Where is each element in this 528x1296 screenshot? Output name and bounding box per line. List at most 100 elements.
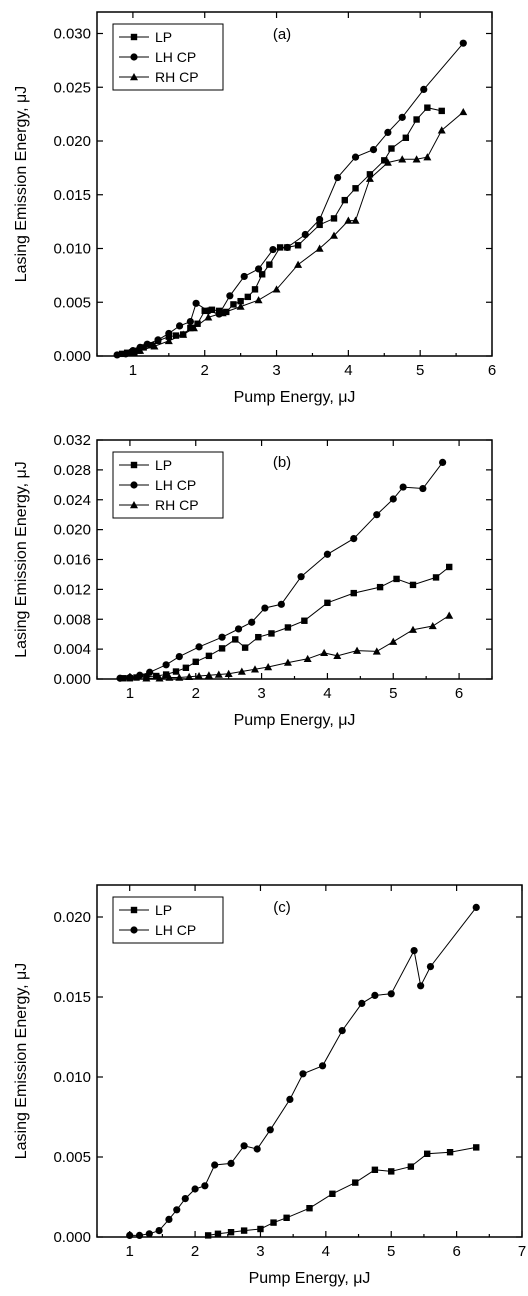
chart-panel-b: 1 2 3 4 5 6 0.000 0.004 0.008 0.012 0.016 0.020 0.02…: [13, 432, 493, 729]
legend-box: [112, 896, 224, 944]
data-point: [365, 174, 374, 182]
y-tick-label: 0.025: [53, 79, 91, 96]
y-tick-label: 0.000: [53, 671, 91, 688]
y-tick-label: 0.010: [53, 241, 91, 258]
y-axis-label: Lasing Emission Energy, μJ: [13, 461, 30, 658]
y-tick-label: 0.012: [53, 581, 91, 598]
x-tick-label: 5: [387, 1243, 395, 1260]
x-tick-label: 4: [344, 362, 352, 379]
data-point: [369, 146, 378, 154]
data-point: [388, 1168, 395, 1175]
data-point: [218, 309, 227, 317]
data-point: [172, 332, 180, 339]
data-point: [407, 1163, 415, 1170]
data-point: [389, 495, 397, 503]
data-point: [371, 1166, 379, 1173]
data-point: [185, 672, 194, 680]
data-point: [412, 155, 421, 163]
data-point: [381, 157, 388, 164]
data-point: [143, 340, 151, 348]
data-point: [204, 1232, 212, 1239]
data-point: [145, 1230, 153, 1238]
legend-label: LP: [155, 457, 172, 473]
data-point: [276, 244, 284, 251]
data-point: [214, 1230, 222, 1237]
data-point: [372, 647, 381, 655]
data-point: [248, 618, 256, 626]
legend-label: LP: [155, 902, 172, 918]
y-tick-label: 0.020: [53, 909, 91, 926]
x-axis-label: Pump Energy, μJ: [249, 1270, 371, 1287]
legend-label: LH CP: [155, 477, 196, 493]
plot-frame: [96, 11, 493, 357]
data-point: [294, 260, 303, 268]
data-point: [333, 173, 342, 182]
data-point: [236, 302, 245, 310]
data-point: [195, 672, 204, 680]
data-point: [387, 990, 395, 998]
data-point: [277, 600, 285, 608]
data-point: [352, 185, 359, 192]
series-line: [121, 107, 442, 355]
data-point: [251, 665, 259, 673]
data-point: [432, 574, 440, 581]
data-point: [389, 637, 398, 645]
x-tick-label: 1: [126, 685, 134, 702]
data-point: [297, 573, 305, 581]
x-tick-label: 1: [126, 1243, 134, 1260]
data-point: [320, 648, 329, 657]
data-point: [384, 128, 392, 136]
chart-panel-c: 1 2 3 4 5 6 7 0.000 0.005 0.010 0.015 0.020 Pump Ene…: [13, 884, 526, 1287]
data-point: [283, 658, 292, 666]
data-point: [237, 297, 244, 305]
data-point: [192, 658, 199, 666]
data-point: [341, 196, 348, 204]
legend-label: LP: [155, 29, 172, 45]
data-point: [175, 322, 184, 330]
data-point: [437, 126, 446, 134]
data-point: [428, 621, 437, 630]
x-tick-label: 5: [389, 685, 397, 702]
y-tick-label: 0.030: [53, 26, 91, 43]
series-line: [208, 1146, 477, 1236]
data-point: [399, 483, 407, 491]
data-point: [191, 1185, 199, 1193]
x-tick-label: 3: [257, 685, 265, 702]
data-point: [261, 604, 269, 612]
data-point: [175, 673, 184, 681]
y-tick-label: 0.032: [53, 432, 91, 449]
data-point: [350, 534, 358, 543]
data-point: [135, 1231, 144, 1239]
x-tick-label: 2: [201, 362, 209, 379]
data-point: [445, 611, 454, 619]
data-point: [423, 1150, 431, 1157]
data-point: [351, 153, 360, 161]
y-tick-label: 0.010: [53, 1069, 91, 1086]
data-point: [294, 242, 302, 249]
data-point: [301, 617, 308, 624]
data-point: [329, 1190, 336, 1197]
data-point: [284, 624, 292, 631]
y-axis-label: Lasing Emission Energy, μJ: [13, 963, 30, 1160]
data-point: [224, 669, 233, 677]
x-tick-label: 1: [129, 362, 137, 379]
y-tick-label: 0.005: [53, 1149, 91, 1166]
data-point: [257, 1225, 264, 1233]
data-point: [383, 158, 392, 166]
data-point: [214, 670, 223, 678]
data-point: [254, 265, 263, 273]
data-point: [266, 261, 273, 268]
data-point: [330, 231, 338, 239]
x-tick-label: 6: [455, 685, 463, 702]
panel-annotation: (a): [273, 26, 291, 43]
data-point: [162, 661, 170, 669]
data-point: [162, 671, 170, 678]
data-point: [172, 668, 180, 675]
legend-marker: [130, 501, 138, 509]
data-point: [269, 245, 277, 254]
x-tick-label: 7: [518, 1243, 526, 1260]
x-axis-label: Pump Energy, μJ: [234, 389, 356, 406]
data-point: [459, 39, 467, 47]
legend-marker: [130, 73, 138, 81]
